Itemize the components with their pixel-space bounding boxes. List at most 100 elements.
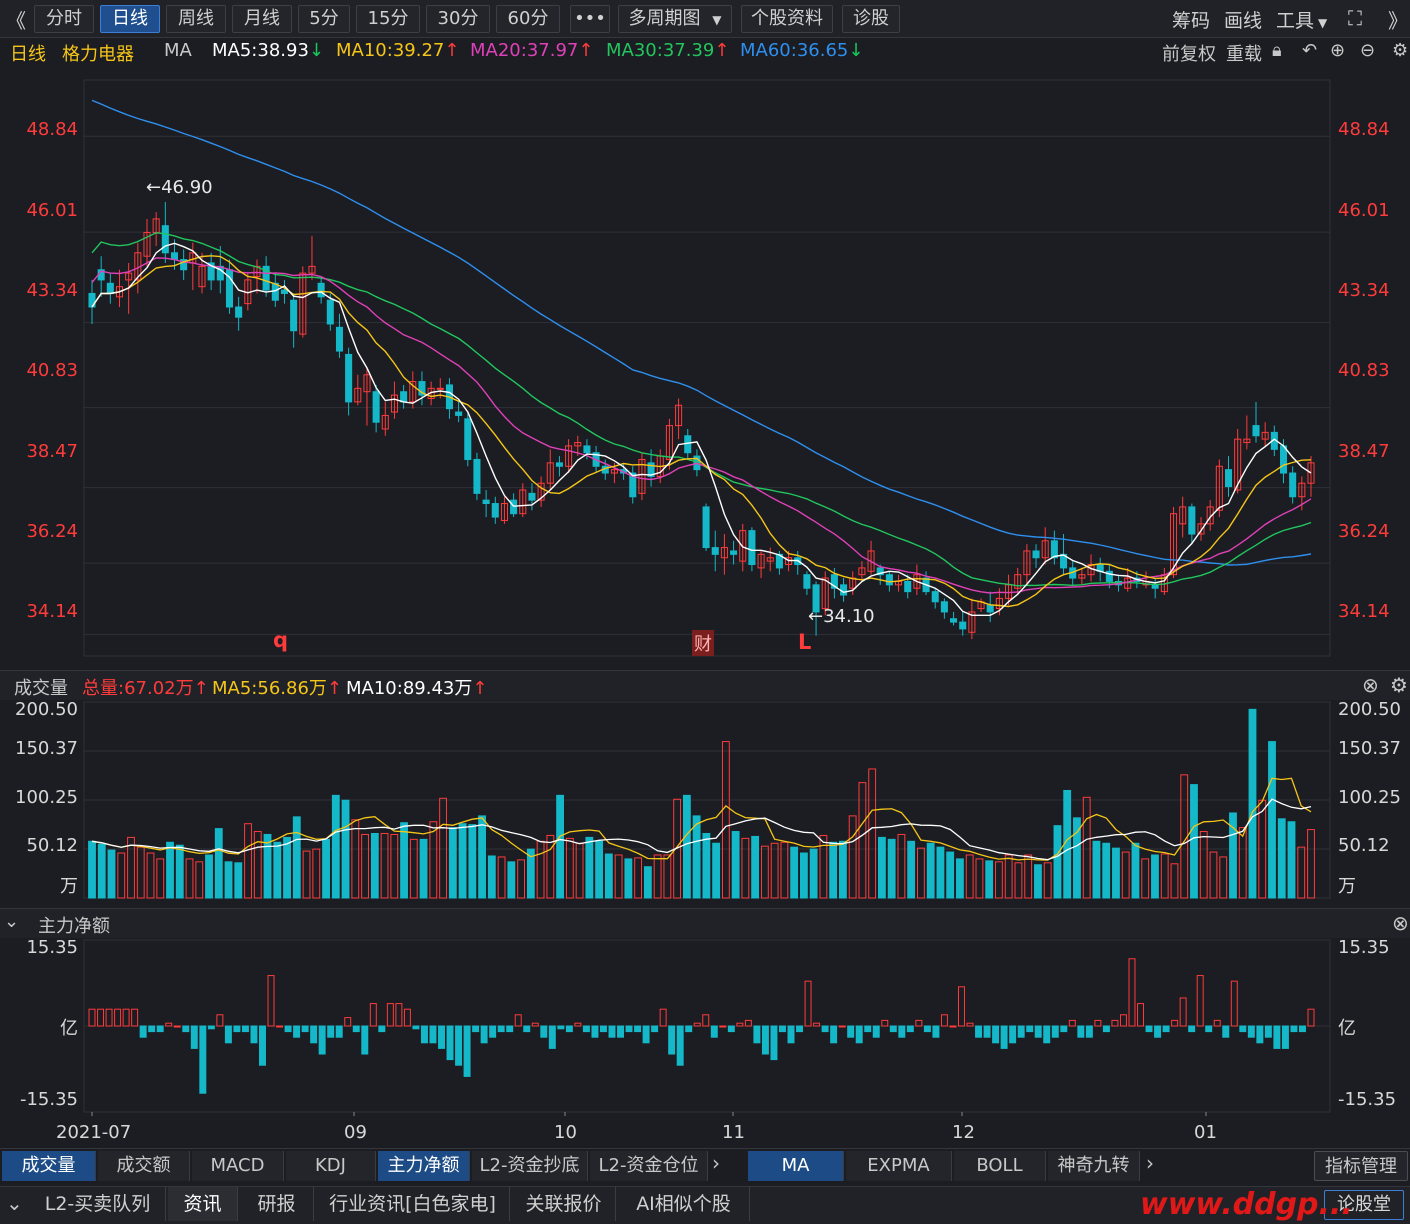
toolbar-left-arrow[interactable]: 《 [6, 9, 26, 33]
netflow-title[interactable]: 主力净额 [38, 916, 110, 937]
candle-up [1298, 482, 1306, 498]
candle-down [262, 265, 270, 291]
close-icon[interactable]: ⊗ [1392, 911, 1409, 935]
volume-bar [634, 857, 643, 899]
volume-bar [1248, 708, 1257, 899]
forum-button[interactable]: 论股堂 [1324, 1190, 1404, 1220]
watermark: www.ddgp... [1140, 1187, 1353, 1222]
netflow-bar-negative [778, 1025, 786, 1033]
indicator-tab[interactable]: KDJ [286, 1151, 376, 1181]
financial-report-marker[interactable]: 财 [692, 630, 714, 656]
volume-bar [517, 859, 526, 899]
period-tab[interactable]: 5分 [298, 5, 350, 33]
news-tab[interactable]: 行业资讯[白色家电] [316, 1187, 510, 1221]
collapse-icon[interactable]: ⌄ [4, 911, 20, 932]
tools-button[interactable]: 工具 ▼ [1276, 6, 1327, 33]
netflow-bar-negative [1034, 1025, 1042, 1038]
draw-line-button[interactable]: 画线 [1224, 10, 1263, 32]
news-tab[interactable]: L2-买卖队列 [30, 1187, 166, 1221]
period-tab[interactable]: 15分 [356, 5, 420, 33]
stock-name[interactable]: 格力电器 [62, 44, 134, 65]
volume-bar [877, 836, 886, 899]
netflow-bar-negative [668, 1025, 676, 1055]
lock-icon[interactable]: 🔒︎ [1272, 40, 1282, 61]
netflow-bar-positive [369, 1003, 377, 1027]
undo-icon[interactable]: ↶ [1302, 40, 1318, 61]
period-tab[interactable]: 30分 [426, 5, 490, 33]
chevron-right-icon[interactable]: › [1146, 1151, 1154, 1175]
volume-ma5: MA5:56.86万↑ [212, 674, 342, 700]
period-tab[interactable]: 分时 [34, 5, 94, 33]
volume-bar [322, 838, 330, 899]
netflow-bar-negative [992, 1025, 1000, 1044]
chart-canvas[interactable] [0, 66, 1410, 1116]
volume-bar [526, 848, 535, 899]
volume-bar [585, 836, 594, 899]
diagnose-button[interactable]: 诊股 [842, 5, 900, 33]
netflow-bar-negative [301, 1025, 309, 1033]
netflow-bar-negative [139, 1025, 147, 1038]
indicator-tab[interactable]: L2-资金仓位 [590, 1151, 708, 1181]
zoom-out-icon[interactable]: ⊖ [1360, 40, 1376, 61]
volume-bar [614, 854, 623, 899]
netflow-bar-negative [761, 1025, 769, 1055]
volume-bar [370, 832, 379, 899]
period-tab[interactable]: 60分 [496, 5, 560, 33]
event-marker-q[interactable]: q [273, 628, 289, 652]
ma-indicator-label[interactable]: MA [164, 40, 192, 61]
period-tab[interactable]: 周线 [166, 5, 226, 33]
netflow-header: ⌄ 主力净额 ⊗ [0, 908, 1410, 938]
overlay-tab[interactable]: MA [748, 1151, 844, 1181]
volume-bar [556, 794, 565, 899]
indicator-tab[interactable]: MACD [192, 1151, 284, 1181]
period-tab[interactable]: 月线 [232, 5, 292, 33]
volume-bar [829, 841, 838, 899]
overlay-tab[interactable]: EXPMA [846, 1151, 952, 1181]
netflow-bar-negative [455, 1025, 463, 1066]
candle-down [702, 506, 710, 549]
candle-down [1050, 540, 1058, 559]
indicator-tab[interactable]: 成交量 [2, 1151, 96, 1181]
more-periods-button[interactable]: ••• [570, 5, 610, 33]
volume-bar [663, 854, 672, 899]
netflow-bar-negative [293, 1025, 301, 1038]
toolbar-right-arrow[interactable]: 》 [1388, 9, 1408, 33]
indicator-manage-button[interactable]: 指标管理 [1314, 1151, 1408, 1181]
news-tab[interactable]: AI相似个股 [618, 1187, 750, 1221]
indicator-tab[interactable]: L2-资金抄底 [472, 1151, 588, 1181]
indicator-tab[interactable]: 成交额 [98, 1151, 190, 1181]
settings-gear-icon[interactable]: ⚙ [1390, 673, 1408, 697]
stock-profile-button[interactable]: 个股资料 [741, 5, 833, 33]
volume-title[interactable]: 成交量 [14, 678, 68, 699]
overlay-tab[interactable]: BOLL [954, 1151, 1046, 1181]
candle-down [959, 621, 967, 630]
news-tab[interactable]: 关联报价 [512, 1187, 616, 1221]
netflow-bar-negative [753, 1025, 761, 1044]
close-icon[interactable]: ⊗ [1362, 673, 1379, 697]
candle-up [739, 530, 747, 562]
netflow-bar-negative [318, 1025, 326, 1055]
netflow-tick: 15.35 [1338, 937, 1390, 958]
period-tab[interactable]: 日线 [100, 5, 160, 33]
settings-gear-icon[interactable]: ⚙ [1392, 40, 1409, 61]
zoom-in-icon[interactable]: ⊕ [1330, 40, 1346, 61]
adjust-button[interactable]: 前复权 [1162, 44, 1216, 65]
event-marker-L[interactable]: L [798, 630, 812, 654]
chevron-right-icon[interactable]: › [712, 1151, 720, 1175]
multi-period-label: 多周期图 [628, 8, 701, 29]
reload-button[interactable]: 重载 [1226, 44, 1262, 65]
volume-bar [682, 794, 691, 899]
chips-button[interactable]: 筹码 [1172, 10, 1211, 32]
news-tab[interactable]: 研报 [240, 1187, 314, 1221]
news-tab[interactable]: 资讯 [168, 1187, 238, 1221]
multi-period-button[interactable]: 多周期图 ▼ [618, 5, 732, 33]
indicator-tab[interactable]: 主力净额 [378, 1151, 470, 1181]
netflow-bar-negative [898, 1025, 906, 1038]
ma5-text: MA5:38.93 [212, 40, 309, 61]
netflow-bar-negative [284, 1025, 292, 1033]
overlay-tab[interactable]: 神奇九转 [1048, 1151, 1140, 1181]
double-chevron-down-icon[interactable]: ⌄ [6, 1191, 23, 1215]
netflow-bar-negative [446, 1025, 454, 1061]
fullscreen-icon[interactable]: ⛶ [1348, 6, 1362, 30]
candle-up [565, 445, 573, 467]
